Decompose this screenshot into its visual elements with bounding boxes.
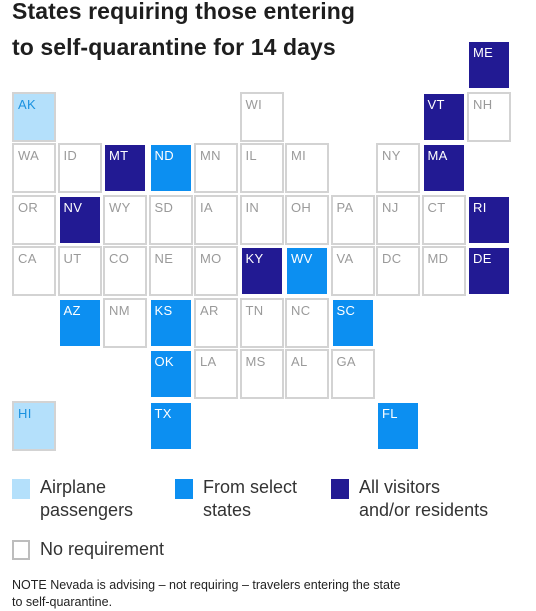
state-tile-az: AZ bbox=[57, 297, 102, 348]
legend-swatch-none bbox=[12, 540, 30, 560]
state-tile-ar: AR bbox=[194, 297, 238, 348]
state-tile-nm: NM bbox=[103, 297, 147, 348]
state-tile-tx: TX bbox=[148, 400, 193, 451]
map-title-line-1: States requiring those entering bbox=[12, 0, 356, 24]
state-tile-wy: WY bbox=[103, 194, 147, 245]
state-tile-wv: WV bbox=[285, 246, 329, 296]
state-tile-sc: SC bbox=[330, 297, 375, 348]
state-tile-nd: ND bbox=[148, 143, 193, 193]
state-tile-co: CO bbox=[103, 246, 147, 296]
state-tile-ga: GA bbox=[330, 349, 375, 399]
legend-swatch-select bbox=[175, 479, 193, 499]
state-tile-nj: NJ bbox=[376, 194, 420, 245]
legend-label-airplane: Airplane passengers bbox=[40, 477, 134, 520]
state-tile-in: IN bbox=[239, 194, 284, 245]
state-tile-nc: NC bbox=[285, 297, 329, 348]
state-tile-ma: MA bbox=[421, 143, 466, 193]
legend-swatch-airplane bbox=[12, 479, 30, 499]
state-tile-ky: KY bbox=[239, 246, 284, 296]
state-tile-ok: OK bbox=[148, 349, 193, 399]
state-tile-fl: FL bbox=[376, 400, 420, 451]
state-tile-ia: IA bbox=[194, 194, 238, 245]
state-tile-mt: MT bbox=[103, 143, 147, 193]
state-tile-ny: NY bbox=[376, 143, 420, 193]
state-tile-ne: NE bbox=[148, 246, 193, 296]
state-tile-ri: RI bbox=[467, 194, 511, 245]
state-tile-dc: DC bbox=[376, 246, 420, 296]
state-tile-ms: MS bbox=[239, 349, 284, 399]
state-tile-id: ID bbox=[57, 143, 102, 193]
state-tile-de: DE bbox=[467, 246, 511, 296]
state-tile-nh: NH bbox=[467, 91, 511, 142]
state-tile-ca: CA bbox=[12, 246, 56, 296]
state-tile-ut: UT bbox=[57, 246, 102, 296]
state-tile-va: VA bbox=[330, 246, 375, 296]
legend-label-none: No requirement bbox=[40, 539, 165, 559]
state-tile-or: OR bbox=[12, 194, 56, 245]
state-tile-ks: KS bbox=[148, 297, 193, 348]
state-tile-wa: WA bbox=[12, 143, 56, 193]
legend-label-all: All visitors and/or residents bbox=[359, 477, 489, 520]
state-tile-oh: OH bbox=[285, 194, 329, 245]
legend-swatch-all bbox=[331, 479, 349, 499]
footnote: NOTE Nevada is advising – not requiring … bbox=[12, 578, 401, 609]
state-tile-tn: TN bbox=[239, 297, 284, 348]
state-tile-wi: WI bbox=[239, 91, 284, 142]
map-title-line-2: to self-quarantine for 14 days bbox=[12, 34, 336, 60]
state-tile-sd: SD bbox=[148, 194, 193, 245]
state-tile-nv: NV bbox=[57, 194, 102, 245]
state-tile-pa: PA bbox=[330, 194, 375, 245]
state-tile-ct: CT bbox=[421, 194, 466, 245]
state-tile-ak: AK bbox=[12, 91, 56, 142]
state-tile-md: MD bbox=[421, 246, 466, 296]
legend-label-select: From select states bbox=[203, 477, 298, 520]
state-tile-al: AL bbox=[285, 349, 329, 399]
state-tile-la: LA bbox=[194, 349, 238, 399]
state-tile-mn: MN bbox=[194, 143, 238, 193]
state-tile-il: IL bbox=[239, 143, 284, 193]
state-tile-vt: VT bbox=[421, 91, 466, 142]
state-tile-mi: MI bbox=[285, 143, 329, 193]
state-tile-hi: HI bbox=[12, 400, 56, 451]
state-tile-mo: MO bbox=[194, 246, 238, 296]
state-tile-me: ME bbox=[467, 40, 511, 90]
